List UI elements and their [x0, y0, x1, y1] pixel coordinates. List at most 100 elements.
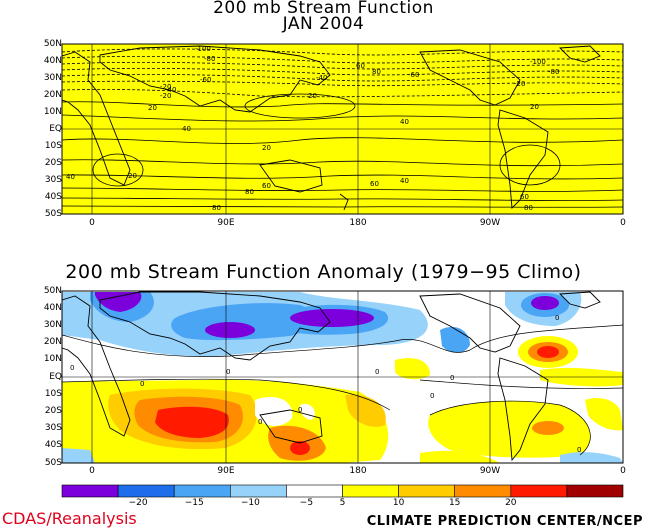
contour-label: 0	[226, 368, 230, 376]
bottom-contours	[62, 324, 623, 456]
credit-cpc: CLIMATE PREDICTION CENTER/NCEP	[366, 514, 643, 529]
colorbar-tick-label: 10	[392, 498, 405, 508]
contour-label: 20	[530, 103, 539, 111]
contour-label: 60	[370, 180, 379, 188]
colorbar-swatch	[398, 484, 456, 498]
top-map-frame	[61, 43, 624, 215]
lat-label: 40N	[43, 56, 62, 66]
lat-label: 50N	[43, 39, 62, 49]
colorbar-tick-label: −10	[240, 498, 260, 508]
contour-label: 60	[520, 193, 529, 201]
colorbar-tick-label: −20	[128, 498, 148, 508]
colorbar-swatch	[510, 484, 568, 498]
lon-label: 180	[349, 466, 367, 476]
lon-label: 180	[349, 218, 367, 228]
top-map-panel: -100 -80 -60 -40 -20 20 40 60 80 -100 -8…	[61, 43, 624, 215]
lon-label: 0	[620, 466, 626, 476]
colorbar-swatch	[342, 484, 399, 498]
colorbar-tick-label: 20	[505, 498, 517, 508]
lat-label: 30N	[43, 73, 62, 83]
lat-label: 40S	[44, 440, 62, 450]
lon-label: 90E	[217, 218, 235, 228]
colorbar-swatch	[454, 484, 512, 498]
lat-label: 50N	[43, 286, 62, 296]
contour-label: 0	[298, 406, 302, 414]
top-panel-title: 200 mb Stream Function	[213, 0, 434, 18]
contour-label: -60	[200, 76, 211, 84]
lon-label: 0	[89, 466, 95, 476]
top-panel-date: JAN 2004	[282, 14, 365, 34]
contour-label: -60	[408, 71, 419, 79]
contour-label: 60	[356, 62, 365, 70]
lat-label: EQ	[49, 372, 62, 382]
bottom-panel-title: 200 mb Stream Function Anomaly (1979−95 …	[65, 261, 582, 283]
contour-label: 80	[245, 188, 254, 196]
contour-label: 0	[140, 380, 144, 388]
colorbar-swatch	[173, 484, 231, 498]
contour-label: 40	[400, 177, 409, 185]
anomaly-fills	[62, 292, 623, 463]
lat-label: 20S	[44, 158, 62, 168]
contour-label: -20	[514, 80, 525, 88]
colorbar-swatch	[61, 484, 119, 498]
colorbar-swatch	[230, 484, 287, 498]
lat-label: 40S	[44, 192, 62, 202]
contour-label: -80	[548, 68, 559, 76]
lat-label: 20N	[43, 337, 62, 347]
lat-label: 10N	[43, 107, 62, 117]
colorbar-tick-label: 5	[339, 498, 346, 508]
credit-cdas: CDAS/Reanalysis	[2, 509, 137, 528]
contour-label: -40	[165, 86, 176, 94]
lat-label: 50S	[44, 209, 62, 219]
contour-label: 0	[258, 418, 262, 426]
colorbar-tick-label: −5	[299, 498, 314, 508]
contour-label: 0	[450, 374, 454, 382]
colorbar-swatch	[117, 484, 175, 498]
colorbar-swatch	[566, 484, 624, 498]
contour-label: 80	[372, 68, 381, 76]
lat-label: 30S	[44, 175, 62, 185]
bottom-coastlines	[62, 291, 601, 462]
contour-label: 40	[182, 125, 191, 133]
lat-label: 30S	[44, 423, 62, 433]
contour-label: 0	[375, 368, 379, 376]
lat-label: 20N	[43, 90, 62, 100]
lon-label: 90E	[217, 466, 235, 476]
contour-label: 0	[577, 446, 581, 454]
contour-label: 20	[128, 172, 137, 180]
contour-label: -40	[316, 74, 327, 82]
top-contour-labels: -100 -80 -60 -40 -20 20 40 60 80 -100 -8…	[66, 45, 559, 212]
bottom-map-frame	[61, 290, 624, 464]
contour-label: -20	[160, 92, 171, 100]
top-gridlines	[62, 44, 623, 214]
contour-label: -80	[204, 55, 215, 63]
contour-label: 0	[70, 364, 74, 372]
contour-label: 60	[262, 182, 271, 190]
colorbar	[61, 484, 624, 498]
contour-label: 0	[430, 392, 434, 400]
lat-label: 10S	[44, 389, 62, 399]
top-coastlines	[62, 45, 601, 211]
lat-label: 10N	[43, 354, 62, 364]
colorbar-swatch	[286, 484, 343, 498]
contour-label: -100	[195, 45, 211, 53]
lon-label: 0	[620, 218, 626, 228]
contour-label: 20	[262, 144, 271, 152]
lon-label: 0	[89, 218, 95, 228]
contour-label: 0	[555, 314, 559, 322]
lat-label: 40N	[43, 303, 62, 313]
lat-label: 10S	[44, 141, 62, 151]
colorbar-tick-label: 15	[448, 498, 461, 508]
lat-label: EQ	[49, 124, 62, 134]
lat-label: 20S	[44, 406, 62, 416]
lon-label: 90W	[479, 218, 501, 228]
contour-label: -20	[160, 83, 171, 91]
contour-label: 80	[212, 204, 221, 212]
contour-label: 20	[148, 104, 157, 112]
bottom-gridlines	[62, 291, 623, 463]
lat-label: 50S	[44, 458, 62, 468]
contour-label: 20	[308, 92, 317, 100]
lon-label: 90W	[479, 466, 501, 476]
lat-label: 30N	[43, 320, 62, 330]
